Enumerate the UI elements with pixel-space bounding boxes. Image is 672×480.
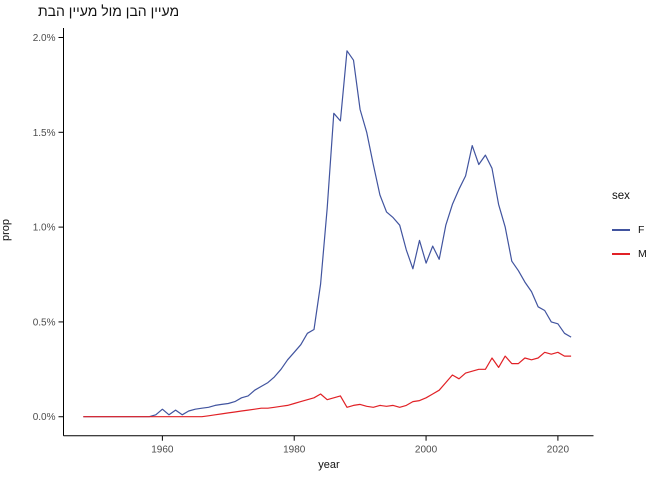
legend-item-f: F: [612, 218, 647, 242]
x-tick-label: 1960: [151, 445, 174, 456]
series-line-f: [83, 50, 572, 418]
x-tick-label: 2000: [415, 445, 438, 456]
legend-item-label: M: [638, 248, 647, 260]
y-tick-label: 0.5%: [33, 317, 56, 328]
legend: sex F M: [612, 190, 647, 266]
x-axis-title: year: [318, 459, 340, 471]
y-tick-label: 1.5%: [33, 128, 56, 139]
y-tick-label: 0.0%: [33, 412, 56, 423]
legend-key-line-f: [612, 229, 630, 231]
y-tick-label: 2.0%: [33, 33, 56, 44]
legend-item-m: M: [612, 242, 647, 266]
legend-key-line-m: [612, 253, 630, 255]
legend-title: sex: [612, 190, 630, 202]
y-tick-label: 1.0%: [33, 223, 56, 234]
x-tick-label: 1980: [283, 445, 306, 456]
chart-title: מעיין הבן מול מעיין הבת: [38, 3, 180, 19]
x-tick-label: 2020: [547, 445, 570, 456]
legend-item-label: F: [638, 224, 645, 236]
series-line-m: [83, 351, 572, 418]
